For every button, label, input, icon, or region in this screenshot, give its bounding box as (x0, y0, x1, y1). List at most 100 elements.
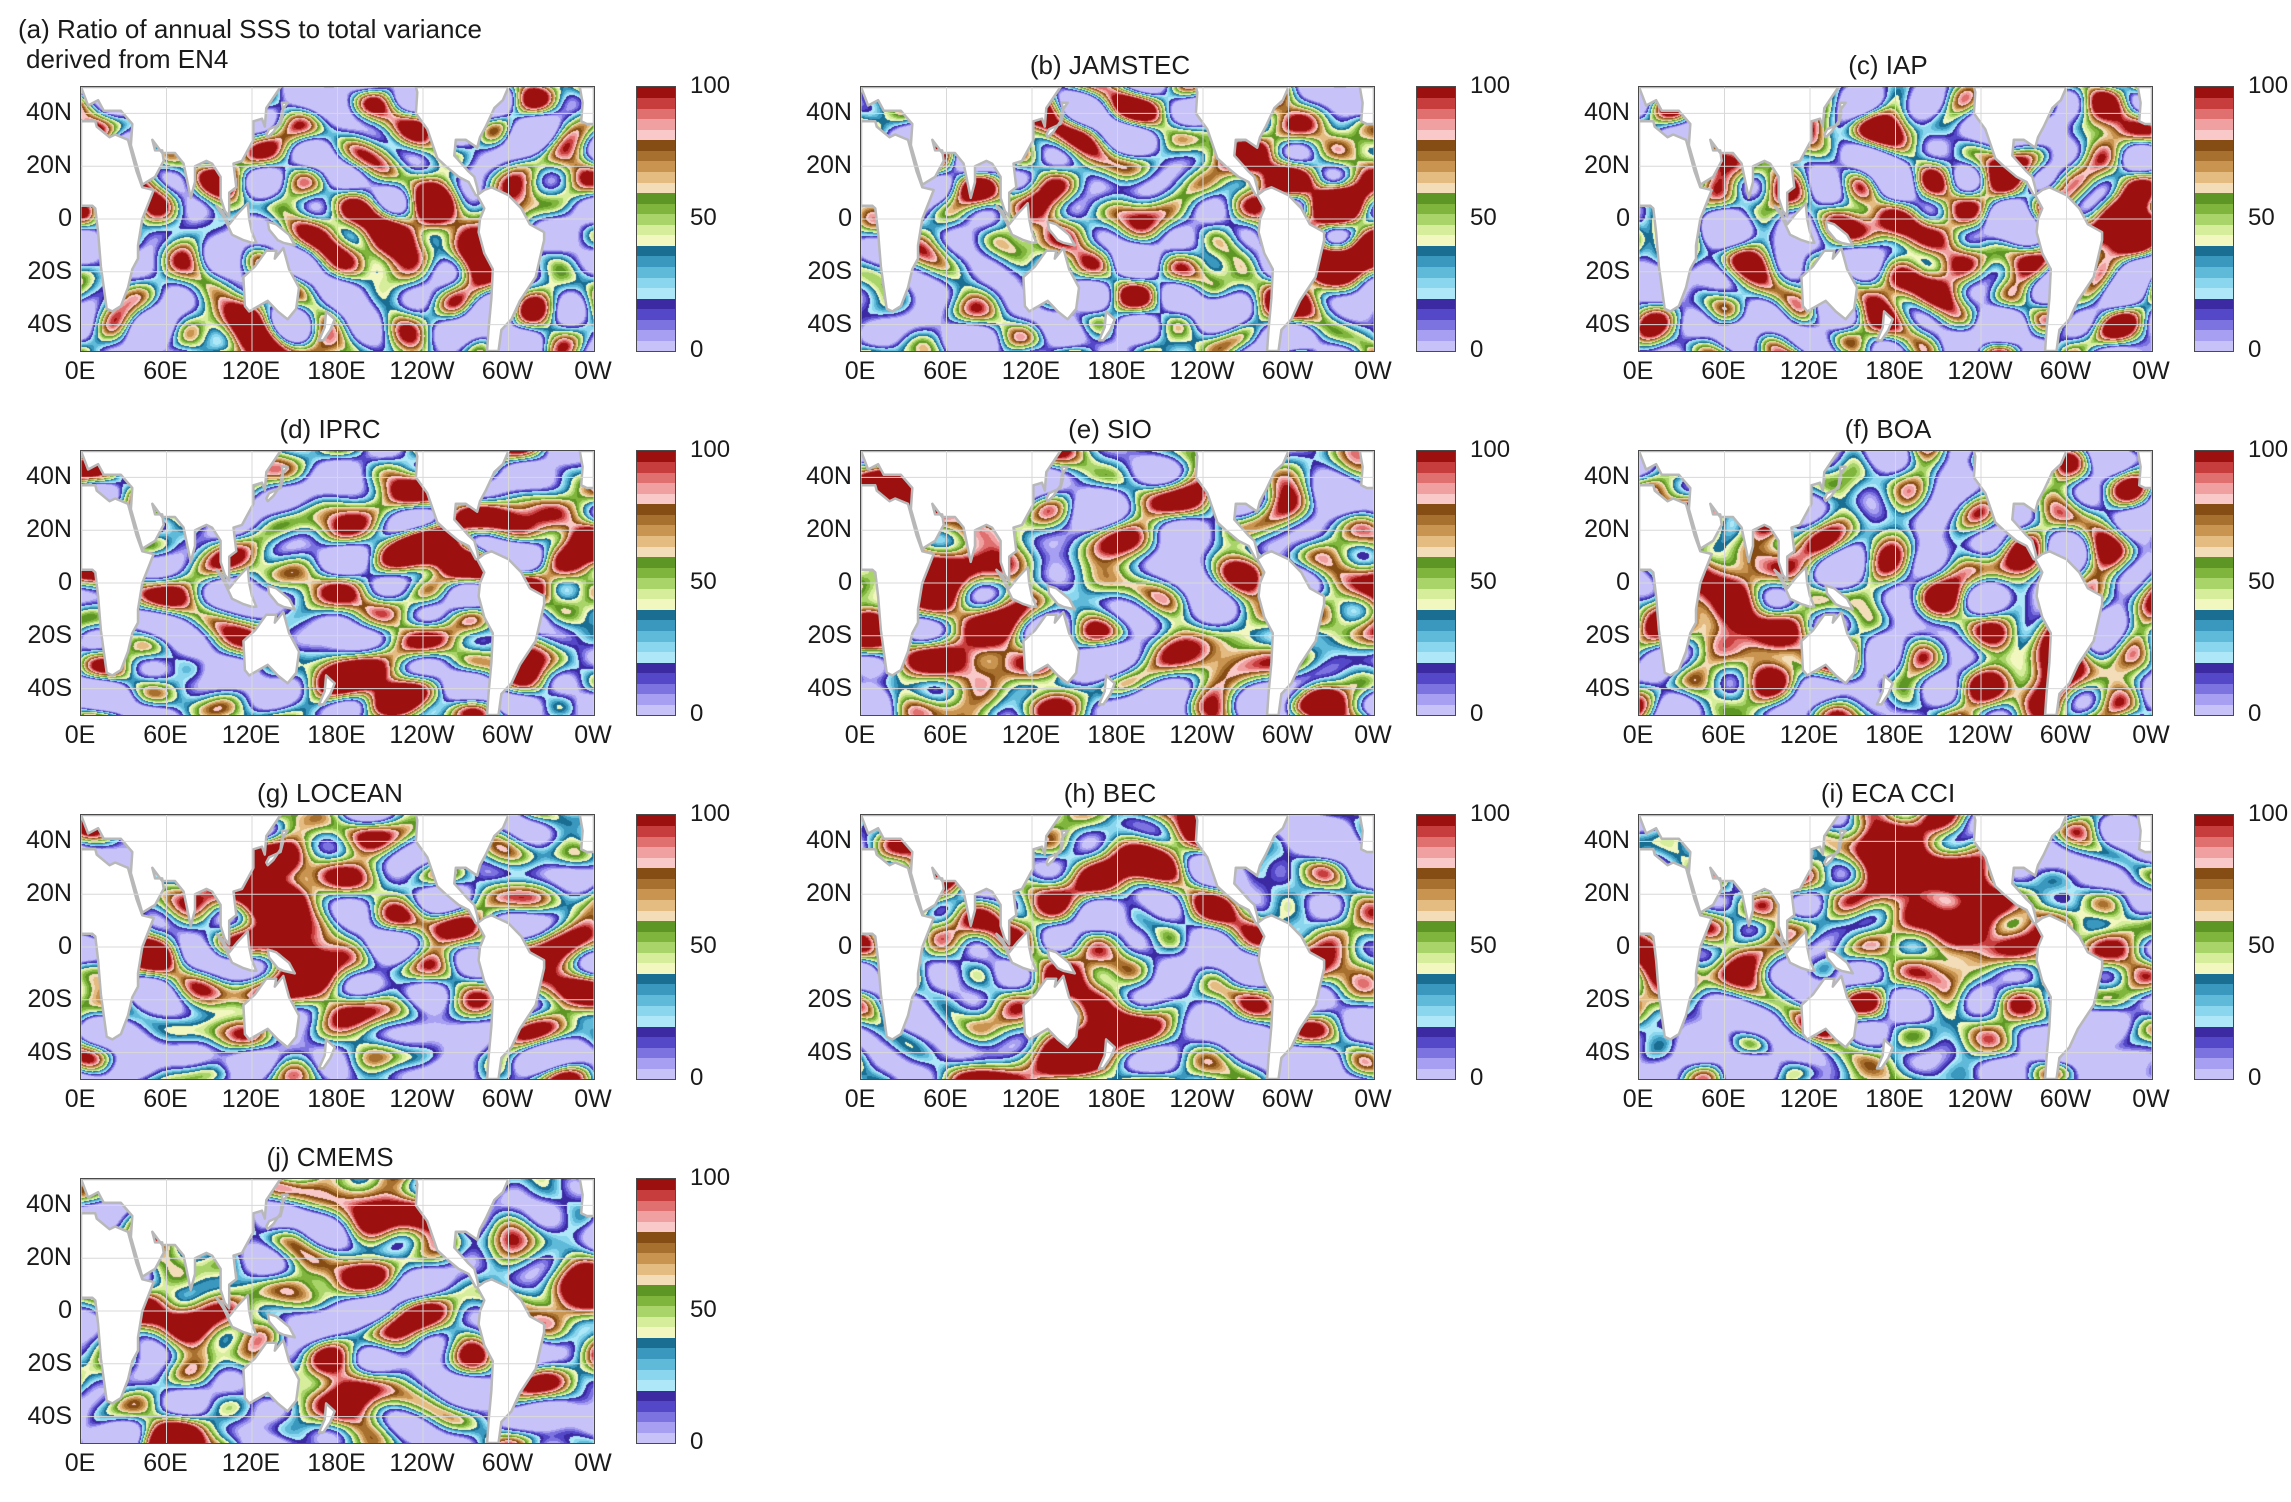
landmass (81, 1179, 282, 1310)
colorbar-segment (637, 825, 675, 837)
y-tick-label: 40N (26, 826, 72, 855)
landmass (81, 815, 282, 946)
map-panel-j: (j) CMEMS 40N 20N 0 20S 40S 0E 60E 120E 180E 120W… (0, 1140, 770, 1502)
colorbar-segment (637, 1326, 675, 1338)
landmass (265, 829, 289, 867)
y-tick-label: 40N (26, 98, 72, 127)
x-tick-label: 120W (1169, 1085, 1235, 1113)
x-tick-label: 0W (1354, 357, 1392, 385)
x-tick-label: 0E (1622, 1085, 1654, 1113)
landmass (242, 246, 301, 321)
x-tick-label: 180E (1865, 1085, 1924, 1113)
y-tick-label: 20S (27, 256, 72, 285)
colorbar-segment (2195, 994, 2233, 1006)
colorbar-segment (1417, 129, 1455, 141)
colorbar-segment (2195, 255, 2233, 267)
x-tick-label: 60W (481, 357, 534, 385)
colorbar-segment (637, 129, 675, 141)
colorbar-segment (1417, 1036, 1455, 1048)
colorbar-segment (2195, 160, 2233, 172)
colorbar-segment (637, 97, 675, 109)
colorbar-segment (2195, 941, 2233, 953)
colorbar-segment (2195, 514, 2233, 526)
landmass (1800, 246, 1859, 321)
landmass (1824, 220, 1855, 247)
colorbar-segment (637, 503, 675, 515)
y-tick-label: 20N (26, 1243, 72, 1272)
y-tick-label: 20N (806, 151, 852, 180)
colorbar-segment (1417, 973, 1455, 985)
colorbar-tick-label: 0 (690, 700, 704, 727)
y-tick-label: 40S (27, 673, 72, 702)
landmass (995, 565, 1038, 609)
landmass (1097, 674, 1116, 706)
x-tick-label: 180E (307, 721, 366, 749)
colorbar (636, 814, 676, 1080)
y-tick-label: 0 (58, 932, 72, 960)
colorbar-segment (637, 298, 675, 310)
landmass (1194, 451, 1290, 561)
y-tick-label: 20S (27, 984, 72, 1013)
x-tick-label: 120W (389, 1449, 455, 1477)
x-tick-label: 180E (1865, 721, 1924, 749)
colorbar-segment (1417, 931, 1455, 943)
colorbar-segment (637, 266, 675, 278)
colorbar-tick-label: 0 (2248, 1064, 2262, 1091)
colorbar-segment (1417, 1057, 1455, 1069)
colorbar-segment (2195, 108, 2233, 120)
y-tick-label: 20S (807, 620, 852, 649)
panel-title: (d) IPRC (279, 414, 381, 444)
colorbar-tick-label: 0 (690, 1428, 704, 1455)
colorbar-segment (637, 1015, 675, 1027)
landmass (81, 848, 155, 1041)
colorbar-segment (637, 641, 675, 653)
landmass (1639, 87, 1840, 218)
landmass (265, 101, 289, 139)
colorbar-segment (637, 1369, 675, 1381)
x-tick-label: 0E (844, 721, 876, 749)
colorbar-segment (1417, 588, 1455, 600)
landmass (1875, 310, 1894, 342)
x-tick-label: 180E (1865, 357, 1924, 385)
colorbar-segment (2195, 319, 2233, 331)
colorbar-segment (2195, 878, 2233, 890)
colorbar-segment (1417, 619, 1455, 631)
y-tick-label: 20S (1585, 620, 1630, 649)
colorbar-segment (637, 1337, 675, 1349)
colorbar-segment (637, 1005, 675, 1017)
x-tick-label: 60E (923, 357, 968, 385)
colorbar-segment (637, 1263, 675, 1275)
map-frame (860, 86, 1375, 352)
landmass (1824, 948, 1855, 975)
colorbar-segment (637, 556, 675, 568)
map-overlay (81, 451, 594, 715)
colorbar-tick-label: 100 (1470, 800, 1511, 827)
x-tick-label: 120W (389, 1085, 455, 1113)
y-tick-label: 40N (806, 826, 852, 855)
landmass (1097, 310, 1116, 342)
x-tick-label: 60W (481, 1085, 534, 1113)
colorbar-segment (637, 662, 675, 674)
colorbar-segment (2195, 556, 2233, 568)
landmass (475, 186, 546, 351)
colorbar-segment (2195, 203, 2233, 215)
colorbar-tick-label: 50 (2248, 932, 2275, 959)
colorbar-segment (2195, 920, 2233, 932)
colorbar-segment (637, 234, 675, 246)
colorbar-segment (637, 329, 675, 341)
colorbar-segment (2195, 1015, 2233, 1027)
landmass (266, 948, 297, 975)
landmass (215, 929, 258, 973)
colorbar-segment (2195, 619, 2233, 631)
panel-title-line2: derived from EN4 (26, 44, 229, 74)
colorbar-segment (2195, 825, 2233, 837)
colorbar-segment (1417, 482, 1455, 494)
landmass (1194, 87, 1290, 197)
x-tick-label: 0E (844, 1085, 876, 1113)
x-tick-label: 120E (1001, 357, 1061, 385)
colorbar-segment (637, 1274, 675, 1286)
colorbar-segment (637, 683, 675, 695)
panel-title: (g) LOCEAN (257, 778, 403, 808)
colorbar-segment (637, 1347, 675, 1359)
panel-title: (c) IAP (1848, 50, 1928, 80)
